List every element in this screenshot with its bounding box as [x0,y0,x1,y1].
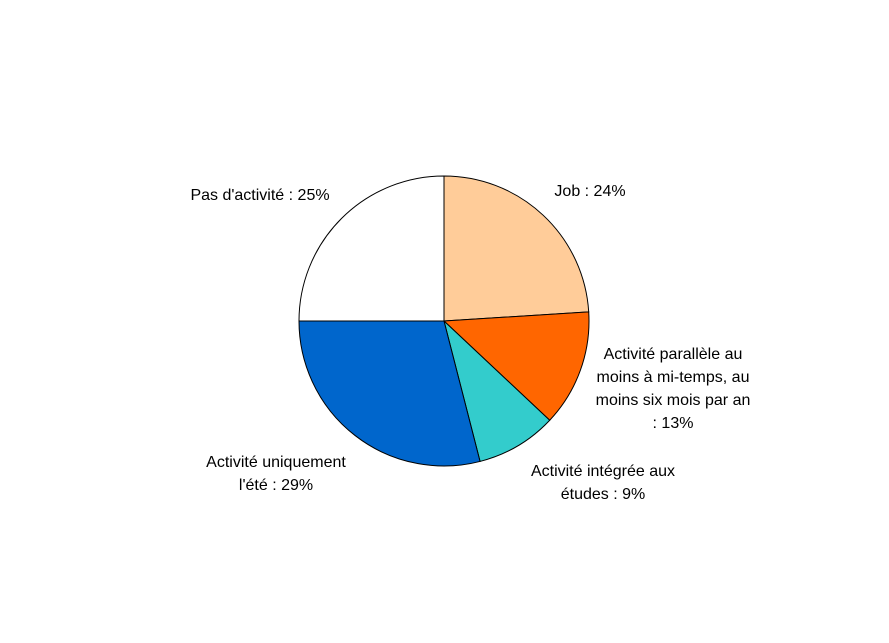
pie-slice-label-line: Job : 24% [554,183,625,200]
labels-layer: Job : 24% Activité parallèle au moins à mi… [190,183,750,503]
pie-slice-label-line: Pas d'activité : 25% [190,187,329,204]
pie-slice-label-line: l'été : 29% [239,477,313,494]
pie-slice-label-1: Activité parallèle au moins à mi-temps, a… [596,346,751,432]
pie-slice-label-2: Activité intégrée aux études : 9% [531,463,675,503]
pie-slice-label-0: Job : 24% [554,183,625,200]
pie-slice-2 [443,319,551,463]
pie-slice-label-line: : 13% [653,415,694,432]
pie-slice-1 [442,311,590,421]
pie-slice-label-line: moins six mois par an [596,392,751,409]
pie-slice-0 [443,175,590,322]
pie-slice-3 [298,320,481,467]
slices-layer [298,175,590,467]
pie-slice-label-line: études : 9% [561,486,646,503]
pie-slice-label-line: moins à mi-temps, au [597,369,750,386]
pie-slice-label-4: Pas d'activité : 25% [190,187,329,204]
pie-slice-label-line: Activité parallèle au [604,346,743,363]
pie-slice-label-3: Activité uniquement l'été : 29% [206,454,346,494]
pie-slice-label-line: Activité intégrée aux [531,463,675,480]
pie-slice-4 [298,175,445,322]
pie-slice-label-line: Activité uniquement [206,454,346,471]
